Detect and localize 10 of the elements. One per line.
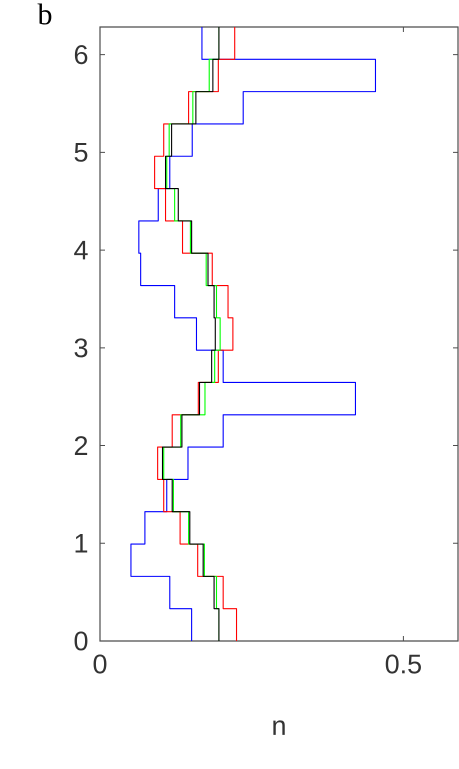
y-tick-label: 3 xyxy=(74,338,88,358)
text: b xyxy=(38,4,52,25)
y-tick-label: 1 xyxy=(76,534,88,553)
x-tick-label: 0.5 xyxy=(386,654,421,674)
y-tick-label: 4 xyxy=(74,240,88,260)
x-axis-title: n xyxy=(273,720,285,735)
y-tick-label: 6 xyxy=(74,45,88,64)
y-tick-label: 0 xyxy=(74,631,88,651)
y-tick-label: 5 xyxy=(74,143,88,162)
y-tick-label: 2 xyxy=(74,436,88,455)
